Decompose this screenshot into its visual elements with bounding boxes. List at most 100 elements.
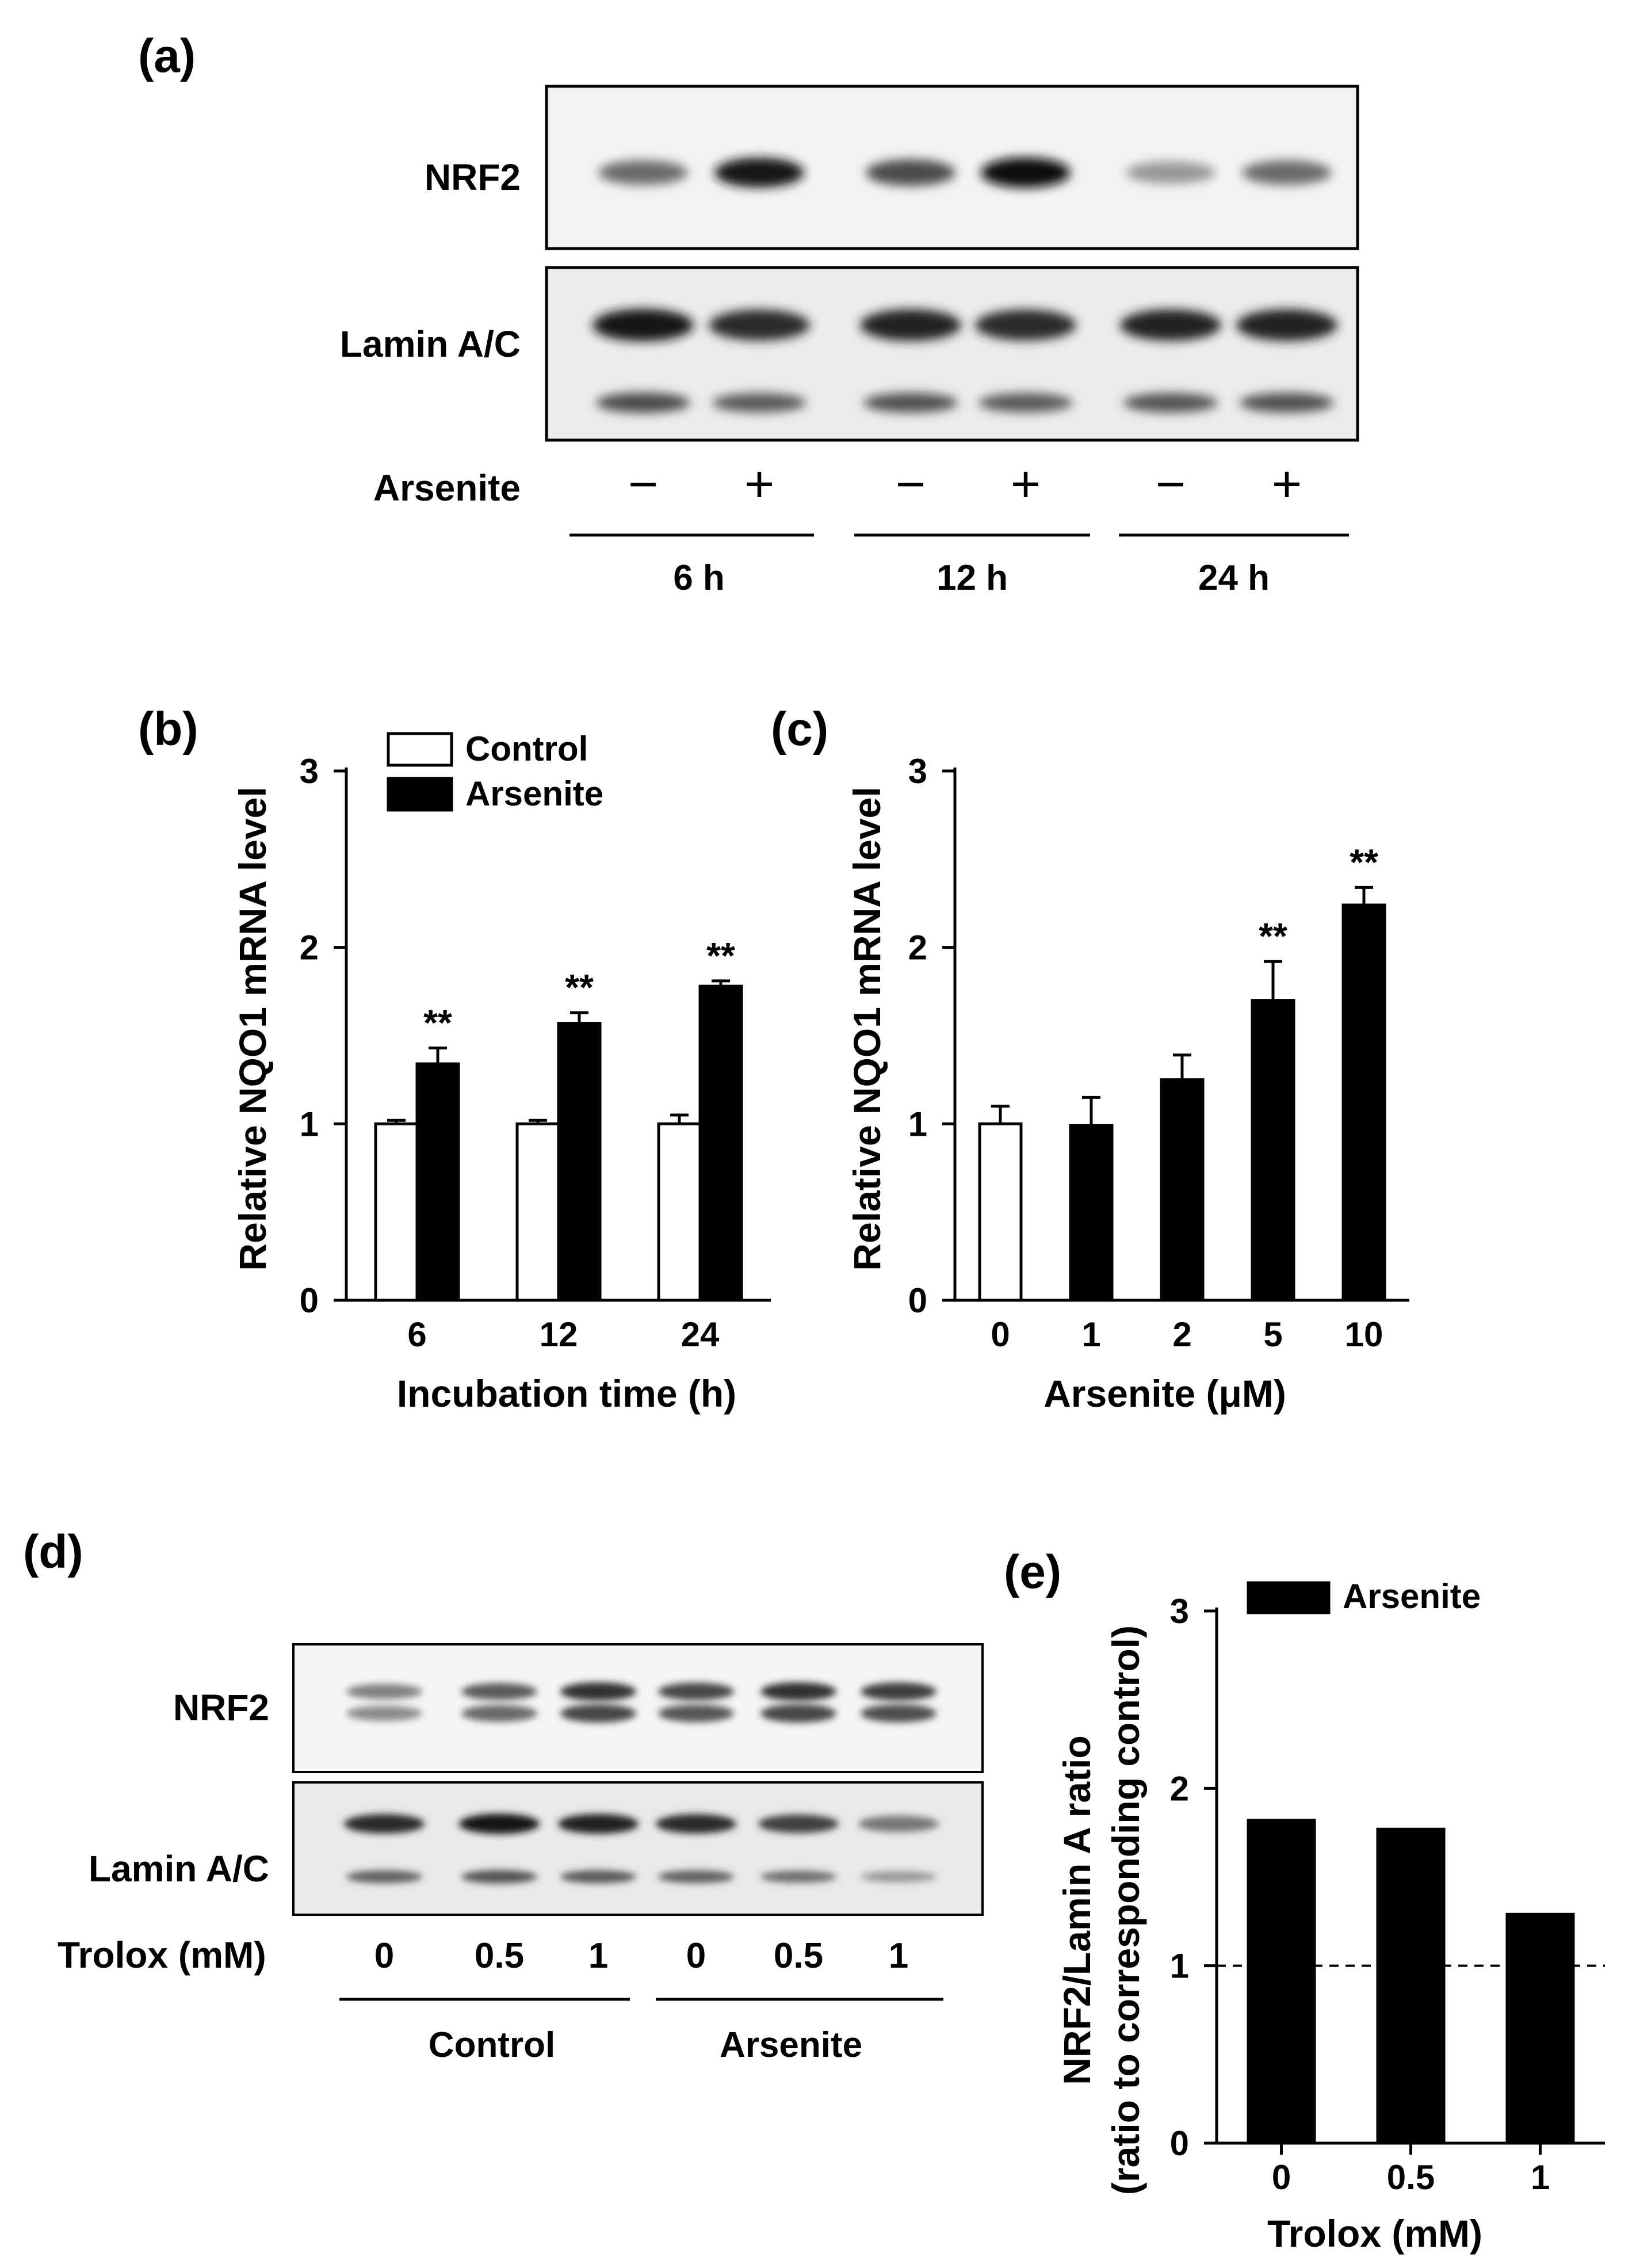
- blot-d-lamin-band: [861, 1871, 937, 1883]
- panel-b: (b) Relative NQO1 mRNA level Incubation …: [138, 703, 771, 1415]
- legend-label-control: Control: [465, 730, 588, 768]
- blot-a-lamin-band: [863, 392, 958, 413]
- y-tick-label: 0: [300, 1281, 319, 1320]
- blot-a-sign: −: [896, 456, 926, 513]
- blot-d-lamin-band: [658, 1870, 734, 1884]
- blot-d-row-label-nrf2: NRF2: [173, 1687, 269, 1728]
- chart-c-x-axis-label: Arsenite (μM): [1043, 1372, 1286, 1415]
- x-tick-label: 1: [1531, 2158, 1550, 2197]
- blot-a-sign: −: [1156, 456, 1186, 513]
- blot-d-nrf2-band: [346, 1705, 422, 1721]
- panel-a-label: (a): [138, 30, 196, 82]
- significance-mark: **: [1259, 915, 1287, 957]
- x-tick-label: 2: [1172, 1315, 1191, 1354]
- blot-a-lamin-frame: [545, 266, 1359, 442]
- y-tick-label: 2: [1170, 1769, 1189, 1808]
- blot-d-nrf2-band: [560, 1704, 636, 1723]
- legend-label-arsenite: Arsenite: [465, 774, 603, 813]
- blot-a-lamin-band: [1120, 309, 1221, 341]
- bar: [978, 1122, 1023, 1302]
- blot-d-nrf2: [292, 1643, 984, 1773]
- chart-e-y-axis-label-line1: NRF2/Lamin A ratio: [1056, 1735, 1098, 2085]
- panel-e: (e) NRF2/Lamin A ratio (ratio to corresp…: [1004, 1546, 1605, 2255]
- panel-a: (a) NRF2 Lamin A/C Arsenite − + − + − + …: [138, 30, 1359, 598]
- blot-a-lamin-band: [1236, 309, 1337, 341]
- blot-d-row-label-lamin: Lamin A/C: [89, 1848, 269, 1889]
- significance-mark: **: [565, 967, 594, 1008]
- blot-d-lamin-band: [461, 1870, 537, 1884]
- bar-control: [374, 1122, 419, 1302]
- chart-c-y-axis-label: Relative NQO1 mRNA level: [846, 786, 888, 1270]
- bar-arsenite: [698, 984, 743, 1302]
- blot-a-nrf2-band: [866, 159, 955, 186]
- chart-b-x-axis-label: Incubation time (h): [397, 1372, 736, 1415]
- x-tick-label: 10: [1345, 1315, 1383, 1354]
- blot-a-lamin-band: [975, 310, 1076, 341]
- blot-d-lamin-band: [760, 1870, 836, 1883]
- blot-a-group-label: 24 h: [1198, 558, 1270, 598]
- blot-d-lamin-bands: [344, 1813, 939, 1884]
- blot-a-signs: − + − + − +: [628, 456, 1302, 513]
- blot-a-lamin: [545, 266, 1359, 442]
- blot-a-lamin-band: [593, 308, 694, 342]
- bar-arsenite: [1247, 1819, 1316, 2145]
- x-tick-label: 0.5: [1387, 2158, 1435, 2197]
- blot-d-lamin-band: [459, 1813, 540, 1834]
- blot-d-treatment-label: Trolox (mM): [58, 1934, 266, 1976]
- blot-d-lane-label: 0.5: [475, 1936, 524, 1976]
- blot-a-group-label: 12 h: [937, 558, 1008, 598]
- blot-d-lane-label: 0.5: [774, 1936, 823, 1976]
- panel-d-label: (d): [23, 1526, 83, 1578]
- blot-d-lamin: [292, 1781, 984, 1916]
- blot-d-lamin-frame: [292, 1781, 984, 1916]
- blot-d-group-label: Arsenite: [720, 2025, 862, 2065]
- blot-d-nrf2-band: [760, 1682, 836, 1701]
- blot-a-sign: −: [628, 456, 659, 513]
- bar-control: [657, 1122, 702, 1302]
- blot-a-sign: +: [744, 456, 775, 513]
- legend-swatch-control: [387, 732, 453, 767]
- panel-e-label: (e): [1004, 1546, 1061, 1598]
- blot-d-nrf2-band: [461, 1683, 537, 1700]
- chart-b-y-axis-label: Relative NQO1 mRNA level: [231, 786, 274, 1270]
- blot-a-sign: +: [1272, 456, 1302, 513]
- blot-a-sign: +: [1011, 456, 1041, 513]
- blot-d-nrf2-band: [346, 1683, 422, 1700]
- y-tick-label: 3: [1170, 1592, 1189, 1631]
- y-tick-label: 2: [300, 929, 319, 967]
- chart-c-plot: 0 1 2 3 0 1 2 5 10 ** **: [908, 752, 1409, 1354]
- chart-e-y-axis-label-line2: (ratio to corresponding control): [1104, 1625, 1147, 2195]
- y-tick-label: 1: [1170, 1947, 1189, 1986]
- panel-d: (d) NRF2 Lamin A/C Trolox (mM) 0 0.5 1 0…: [23, 1526, 984, 2065]
- blot-a-nrf2: [545, 85, 1359, 250]
- blot-d-lamin-band: [560, 1870, 636, 1884]
- bar: [1069, 1124, 1114, 1302]
- blot-a-nrf2-band: [1242, 160, 1332, 185]
- blot-a-lamin-band: [596, 392, 690, 413]
- blot-d-lamin-band: [656, 1814, 736, 1834]
- bar-arsenite: [415, 1062, 460, 1302]
- bar-arsenite: [1505, 1912, 1575, 2145]
- blot-d-lamin-band: [344, 1814, 425, 1834]
- significance-mark: **: [706, 935, 735, 976]
- blot-a-lamin-band: [1123, 392, 1218, 413]
- x-tick-label: 5: [1263, 1315, 1282, 1354]
- blot-d-nrf2-band: [560, 1682, 636, 1701]
- y-tick-label: 1: [300, 1105, 319, 1143]
- blot-d-lane-label: 0: [686, 1936, 706, 1976]
- blot-d-lamin-band: [558, 1813, 639, 1834]
- y-tick-label: 1: [908, 1105, 927, 1143]
- y-tick-label: 0: [908, 1281, 927, 1320]
- legend-swatch-arsenite: [387, 777, 453, 812]
- y-tick-label: 3: [300, 752, 319, 791]
- blot-d-lamin-band: [346, 1870, 422, 1884]
- blot-d-nrf2-band: [861, 1704, 937, 1723]
- blot-a-lamin-band: [978, 393, 1073, 413]
- blot-a-treatment-label: Arsenite: [373, 467, 521, 509]
- blot-d-lamin-band: [758, 1814, 839, 1834]
- x-tick-label: 12: [540, 1315, 578, 1354]
- bar: [1160, 1078, 1205, 1302]
- bar-arsenite: [557, 1022, 602, 1302]
- blot-a-nrf2-band: [1126, 161, 1215, 184]
